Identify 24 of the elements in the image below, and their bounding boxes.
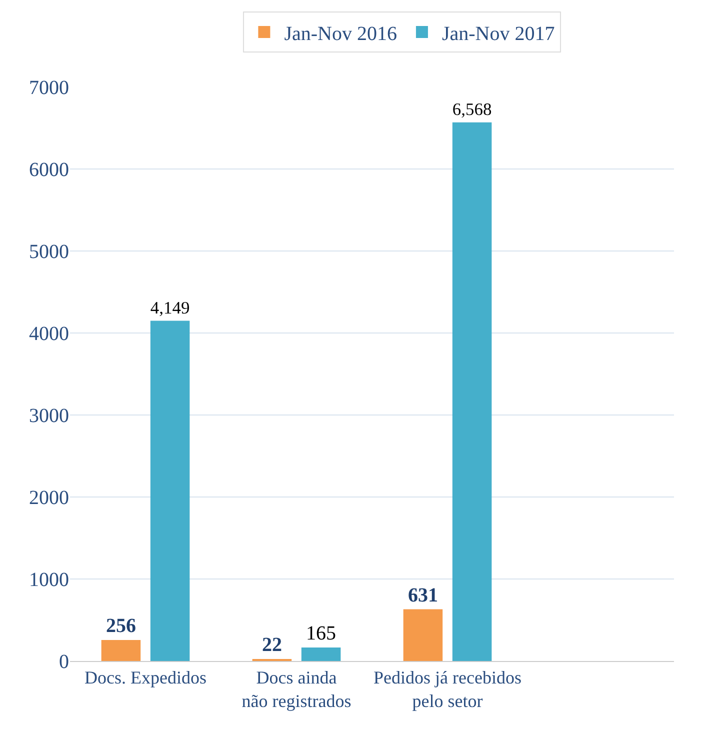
x-tick-label: Pedidos já recebidos pelo setor	[374, 668, 522, 711]
y-tick-label: 6000	[29, 159, 69, 181]
y-tick-label: 5000	[29, 241, 69, 263]
y-tick-label: 2000	[29, 487, 69, 509]
data-label: 165	[306, 622, 336, 644]
bar	[452, 122, 492, 661]
x-tick-label: Docs. Expedidos	[84, 668, 206, 688]
bar	[301, 647, 341, 661]
bar	[403, 609, 443, 661]
y-tick-label: 3000	[29, 405, 69, 427]
bar	[101, 640, 141, 661]
bar	[150, 320, 190, 661]
y-tick-label: 4000	[29, 323, 69, 345]
data-label: 631	[408, 584, 438, 606]
data-label: 6,568	[452, 99, 492, 120]
x-tick-label: Docs ainda não registrados	[242, 668, 352, 711]
data-label: 22	[262, 634, 282, 656]
y-tick-label: 0	[59, 651, 69, 673]
legend-label: Jan-Nov 2017	[442, 22, 555, 45]
y-tick-label: 1000	[29, 569, 69, 591]
legend-label: Jan-Nov 2016	[284, 22, 397, 45]
data-label: 4,149	[150, 297, 190, 318]
y-tick-label: 7000	[29, 77, 69, 99]
data-label: 256	[106, 615, 136, 638]
